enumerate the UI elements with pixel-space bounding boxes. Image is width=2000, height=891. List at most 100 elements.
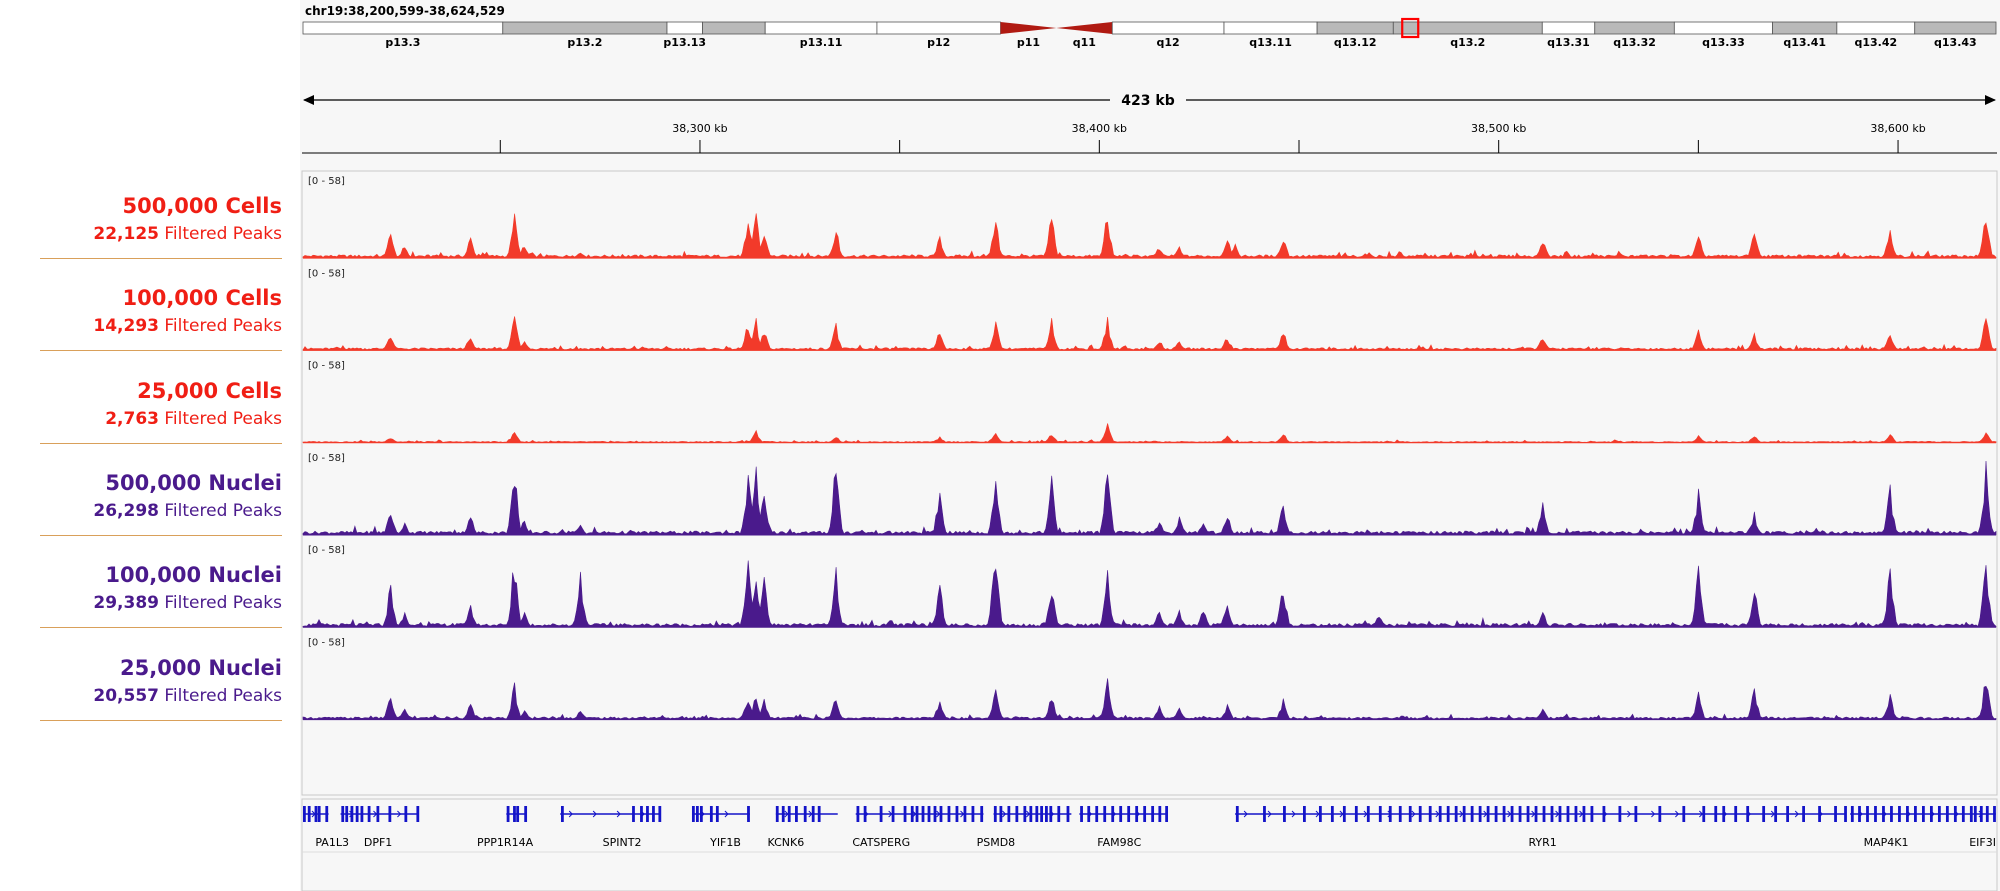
gene-exon bbox=[1882, 806, 1885, 822]
strand-arrow-icon bbox=[1291, 810, 1296, 818]
gene-exon bbox=[1342, 806, 1346, 822]
gene-model-4 bbox=[691, 806, 750, 822]
sample-divider bbox=[40, 442, 282, 444]
gene-exon bbox=[1318, 806, 1322, 822]
gene-exon bbox=[811, 806, 815, 822]
gene-exon bbox=[1762, 806, 1766, 822]
cytoband-0 bbox=[302, 21, 504, 35]
filtered-peaks-count: 14,293 bbox=[93, 316, 159, 337]
gene-model-3 bbox=[560, 806, 662, 822]
cytoband-label-8: q12 bbox=[1157, 36, 1180, 49]
span-label-background bbox=[1110, 91, 1186, 109]
gene-exon bbox=[910, 806, 914, 822]
gene-exon bbox=[1590, 806, 1594, 822]
gene-exon bbox=[817, 806, 821, 822]
gene-exon bbox=[1550, 806, 1554, 822]
gene-exon bbox=[416, 806, 420, 822]
strand-arrow-icon bbox=[1363, 810, 1368, 818]
gene-label: PPP1R14A bbox=[477, 836, 534, 849]
gene-model-9 bbox=[1235, 806, 1847, 822]
gene-exon bbox=[317, 806, 321, 822]
gene-exon bbox=[1045, 806, 1048, 822]
gene-exon bbox=[1714, 806, 1718, 822]
coordinate-ruler: 423 kb 38,300 kb 38,400 kb 38,500 kb 38,600… bbox=[302, 91, 1997, 154]
gene-exon bbox=[999, 806, 1003, 822]
gene-exon bbox=[1066, 806, 1070, 822]
gene-exon bbox=[350, 806, 354, 822]
gene-label: SPINT2 bbox=[603, 836, 642, 849]
gene-exon bbox=[915, 806, 919, 822]
track-0: [0 - 58] bbox=[302, 176, 1997, 259]
gene-exon bbox=[1470, 806, 1474, 822]
gene-exon bbox=[715, 806, 719, 822]
gene-model-8 bbox=[1079, 806, 1169, 822]
sample-label-0: 500,000 Cells 22,125 Filtered Peaks bbox=[0, 194, 282, 244]
gene-exon bbox=[1658, 806, 1662, 822]
gene-exon bbox=[506, 806, 510, 822]
gene-exon bbox=[1898, 806, 1901, 822]
cytoband-14 bbox=[1673, 21, 1773, 35]
gene-track-frame bbox=[301, 798, 1998, 891]
filtered-peaks-line: 20,557 Filtered Peaks bbox=[0, 686, 282, 706]
filtered-peaks-line: 22,125 Filtered Peaks bbox=[0, 224, 282, 244]
gene-exon bbox=[1542, 806, 1546, 822]
gene-exon bbox=[1462, 806, 1466, 822]
ruler-tick-label: 38,500 kb bbox=[1471, 122, 1526, 135]
cytoband-label-12: q13.31 bbox=[1547, 36, 1590, 49]
filtered-peaks-count: 29,389 bbox=[93, 593, 159, 614]
gene-exon bbox=[1263, 806, 1266, 822]
gene-exon bbox=[1566, 806, 1570, 822]
tracks-panel-frame bbox=[301, 170, 1998, 796]
gene-track: PA1L3 DPF1 PPP1R14A SPINT2 YIF1B KCNK6 CATSPER… bbox=[301, 798, 1998, 891]
centromere-q-arm bbox=[1056, 22, 1113, 34]
strand-arrow-icon bbox=[1002, 810, 1007, 818]
strand-arrow-icon bbox=[1675, 810, 1680, 818]
gene-exon bbox=[963, 806, 967, 822]
current-region-marker bbox=[1401, 17, 1420, 39]
signal-area-3 bbox=[302, 460, 1997, 536]
strand-arrow-icon bbox=[1243, 810, 1248, 818]
gene-exon bbox=[1127, 806, 1131, 822]
gene-label: EIF3I bbox=[1969, 836, 1996, 849]
cytoband-label-15: q13.41 bbox=[1783, 36, 1826, 49]
gene-exon bbox=[1087, 806, 1091, 822]
gene-exon bbox=[955, 806, 959, 822]
gene-exon bbox=[345, 806, 349, 822]
gene-exon bbox=[927, 806, 931, 822]
signal-area-2 bbox=[302, 423, 1997, 443]
signal-tracks: [0 - 58] [0 - 58] [0 - 58] [0 - 58] [0 - 58]… bbox=[302, 176, 1997, 721]
strand-arrow-icon bbox=[1794, 810, 1799, 818]
gene-exon bbox=[775, 806, 779, 822]
gene-exon bbox=[1618, 806, 1622, 822]
gene-label: FAM98C bbox=[1097, 836, 1141, 849]
filtered-peaks-text: Filtered Peaks bbox=[164, 685, 282, 706]
filtered-peaks-line: 29,389 Filtered Peaks bbox=[0, 593, 282, 613]
gene-exon bbox=[1408, 806, 1412, 822]
gene-exon bbox=[1502, 806, 1506, 822]
gene-exon bbox=[787, 806, 791, 822]
track-2: [0 - 58] bbox=[302, 361, 1997, 444]
strand-arrow-icon bbox=[1770, 810, 1775, 818]
gene-exon bbox=[1049, 806, 1053, 822]
gene-exon bbox=[1057, 806, 1061, 822]
cytoband-11 bbox=[1392, 21, 1543, 35]
gene-exon bbox=[1937, 806, 1941, 822]
gene-exon bbox=[388, 806, 392, 822]
sample-name: 500,000 Cells bbox=[122, 194, 282, 218]
gene-label: CATSPERG bbox=[852, 836, 910, 849]
gene-exon bbox=[879, 806, 883, 822]
gene-exon bbox=[1858, 806, 1861, 822]
gene-exon bbox=[1961, 806, 1965, 822]
filtered-peaks-count: 2,763 bbox=[105, 408, 159, 429]
gene-exon bbox=[1844, 806, 1847, 822]
gene-label: RYR1 bbox=[1528, 836, 1556, 849]
gene-exon bbox=[1302, 806, 1306, 822]
gene-exon bbox=[367, 806, 371, 822]
gene-exon bbox=[360, 806, 364, 822]
gene-exon bbox=[947, 806, 951, 822]
gene-exon bbox=[1454, 806, 1458, 822]
gene-exon bbox=[516, 806, 520, 822]
gene-exon bbox=[1682, 806, 1686, 822]
ruler-tick-label: 38,600 kb bbox=[1870, 122, 1925, 135]
gene-exon bbox=[691, 806, 695, 822]
